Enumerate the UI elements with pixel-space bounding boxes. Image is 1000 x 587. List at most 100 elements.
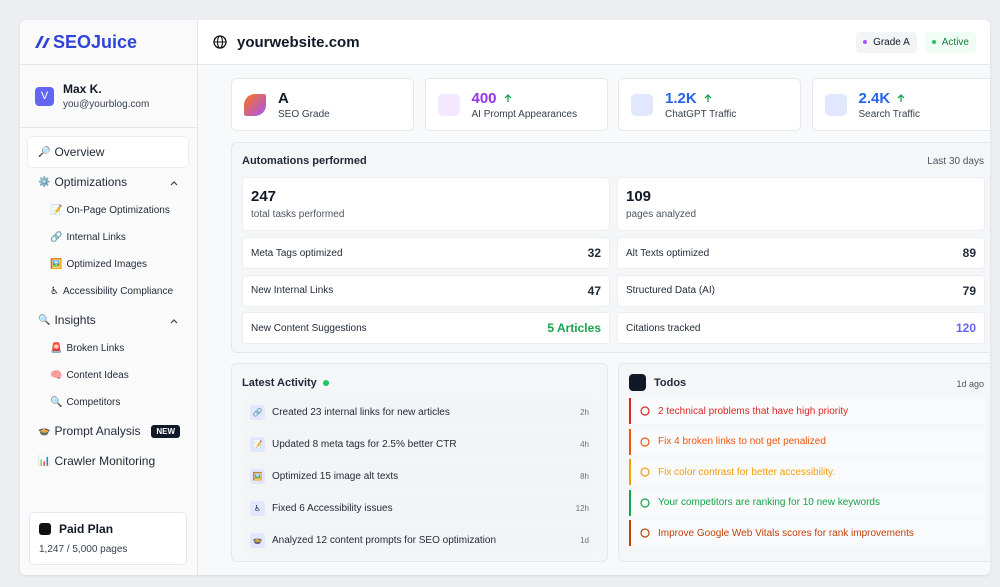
nav-item[interactable]: 🔎 Overview [28, 137, 188, 167]
plan-card[interactable]: Paid Plan 1,247 / 5,000 pages [29, 512, 187, 565]
stat-card: 2.4K Search Traffic [811, 78, 990, 131]
chevron[interactable] [170, 175, 178, 189]
nav-item[interactable]: 🍲 Prompt Analysis NEW [28, 416, 188, 446]
todo-item[interactable]: Fix 4 broken links to not get penalized [629, 428, 985, 455]
up-arrow [704, 94, 712, 102]
status-badge: Grade A [856, 31, 917, 53]
nav-label: Prompt Analysis [54, 424, 141, 438]
nav-label: Overview [54, 145, 105, 159]
nav-subitem[interactable]: 🚨 Broken Links [28, 335, 188, 362]
stat-value-row: A [278, 90, 330, 107]
stat-value-row: 2.4K [859, 90, 921, 107]
activity-icon: ♿ [250, 500, 265, 516]
nav-label: Content Ideas [66, 370, 129, 381]
nav-item[interactable]: 🔍 Insights [28, 305, 188, 335]
metric-label: New Content Suggestions [251, 322, 367, 334]
nav-item[interactable]: ⚙️ Optimizations [28, 167, 188, 197]
activity-icon: 🖼️ [250, 468, 265, 484]
nav-icon: 🔍 [50, 397, 63, 408]
stat-label: ChatGPT Traffic [665, 108, 737, 120]
todo-icon [640, 467, 650, 477]
todo-icon [640, 406, 650, 416]
nav-subitem[interactable]: 🔗 Internal Links [28, 224, 188, 251]
globe-icon [213, 35, 227, 49]
site-name: yourwebsite.com [237, 33, 360, 51]
metric-value: 32 [587, 246, 601, 260]
todo-item[interactable]: Your competitors are ranking for 10 new … [629, 489, 985, 516]
nav-label: Competitors [66, 397, 121, 408]
nav-icon: 📝 [50, 205, 63, 216]
todo-icon [640, 436, 650, 447]
metric-value: 47 [587, 283, 601, 298]
todo-item[interactable]: 2 technical problems that have high prio… [629, 398, 985, 424]
nav-label: Accessibility Compliance [62, 286, 174, 297]
todo-text: 2 technical problems that have high prio… [658, 405, 849, 417]
stat-value: 2.4K [858, 89, 891, 107]
activity-time: 8h [580, 471, 589, 481]
logo-icon [35, 36, 50, 48]
stat-value: 1.2K [665, 89, 697, 107]
activity-icon: 📝 [250, 436, 265, 452]
activity-title-row: Latest Activity [242, 377, 335, 389]
nav-icon: 🧠 [50, 370, 63, 381]
total-label: pages analyzed [626, 209, 697, 220]
todo-item[interactable]: Improve Google Web Vitals scores for ran… [629, 520, 985, 546]
nav-subitem[interactable]: 🔍 Competitors [28, 389, 188, 416]
up-arrow [897, 94, 905, 102]
activity-item[interactable]: 🔗 Created 23 internal links for new artic… [242, 399, 599, 425]
nav-subitem[interactable]: 📝 On-Page Optimizations [28, 197, 188, 224]
todos-title-row: Todos [629, 374, 686, 391]
nav-subitem[interactable]: 🖼️ Optimized Images [28, 251, 188, 278]
activity-time: 1d [580, 535, 589, 545]
panel-title: Todos [654, 376, 687, 389]
nav-label: Broken Links [66, 343, 125, 354]
nav-icon: 🚨 [50, 343, 63, 354]
stat-value-row: 400 [472, 90, 578, 107]
metric-value: 89 [962, 246, 976, 260]
chevron[interactable] [170, 313, 178, 327]
stat-card: 400 AI Prompt Appearances [424, 78, 608, 131]
plan-icon [39, 523, 51, 535]
todo-text: Fix 4 broken links to not get penalized [658, 436, 826, 447]
todos-time: 1d ago [956, 379, 984, 389]
activity-item[interactable]: 🍲 Analyzed 12 content prompts for SEO opt… [242, 527, 599, 553]
badges: Grade A Active [856, 31, 976, 53]
stat-label: AI Prompt Appearances [471, 108, 578, 120]
metric-label: Structured Data (AI) [626, 285, 715, 296]
panel-title: Automations performed [242, 155, 367, 167]
nav-label: Internal Links [66, 232, 126, 243]
nav-icon: ♿ [50, 286, 59, 297]
nav-icon: ⚙️ [38, 176, 51, 188]
metric-label: New Internal Links [251, 285, 334, 296]
metric-row: New Content Suggestions 5 Articles [242, 312, 610, 344]
chevron-icon [170, 181, 178, 186]
activity-item[interactable]: ♿ Fixed 6 Accessibility issues 12h [242, 495, 599, 521]
activity-item[interactable]: 🖼️ Optimized 15 image alt texts 8h [242, 463, 599, 489]
metric-value: 5 Articles [547, 321, 601, 335]
total-label: total tasks performed [251, 209, 345, 220]
metric-row: Meta Tags optimized 32 [242, 237, 610, 269]
activity-icon: 🔗 [250, 404, 265, 420]
logo[interactable]: SEOJuice [20, 20, 197, 65]
nav-subitem[interactable]: ♿ Accessibility Compliance [28, 278, 188, 305]
metric-row: New Internal Links 47 [242, 274, 610, 307]
live-dot [322, 380, 329, 386]
todo-icon [640, 528, 650, 538]
metric-value: 79 [962, 283, 976, 298]
plan-title: Paid Plan [59, 522, 114, 536]
nav-item[interactable]: 📊 Crawler Monitoring [28, 446, 188, 476]
total-value: 247 [251, 188, 277, 205]
activity-time: 12h [575, 503, 589, 513]
plan-usage: 1,247 / 5,000 pages [39, 544, 128, 555]
nav-subitem[interactable]: 🧠 Content Ideas [28, 362, 188, 389]
avatar: V [35, 86, 54, 106]
main: yourwebsite.com Grade A Active Automation… [198, 20, 990, 575]
user-name: Max K. [63, 82, 102, 96]
user-block[interactable]: V Max K. you@yourblog.com [20, 65, 197, 128]
user-info: Max K. you@yourblog.com [63, 82, 149, 110]
activity-item[interactable]: 📝 Updated 8 meta tags for 2.5% better CTR… [242, 431, 599, 457]
user-email: you@yourblog.com [63, 99, 150, 110]
brand: SEOJuice [53, 31, 138, 52]
todo-item[interactable]: Fix color contrast for better accessibil… [629, 459, 985, 485]
